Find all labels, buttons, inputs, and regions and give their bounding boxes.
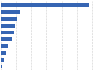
- Bar: [1, 44, 8, 48]
- Bar: [1, 37, 12, 41]
- Bar: [1, 58, 4, 62]
- Bar: [1, 24, 15, 27]
- Bar: [1, 17, 17, 21]
- Bar: [1, 31, 14, 34]
- Bar: [1, 51, 6, 55]
- Bar: [1, 3, 89, 7]
- Bar: [1, 65, 2, 68]
- Bar: [1, 10, 20, 14]
